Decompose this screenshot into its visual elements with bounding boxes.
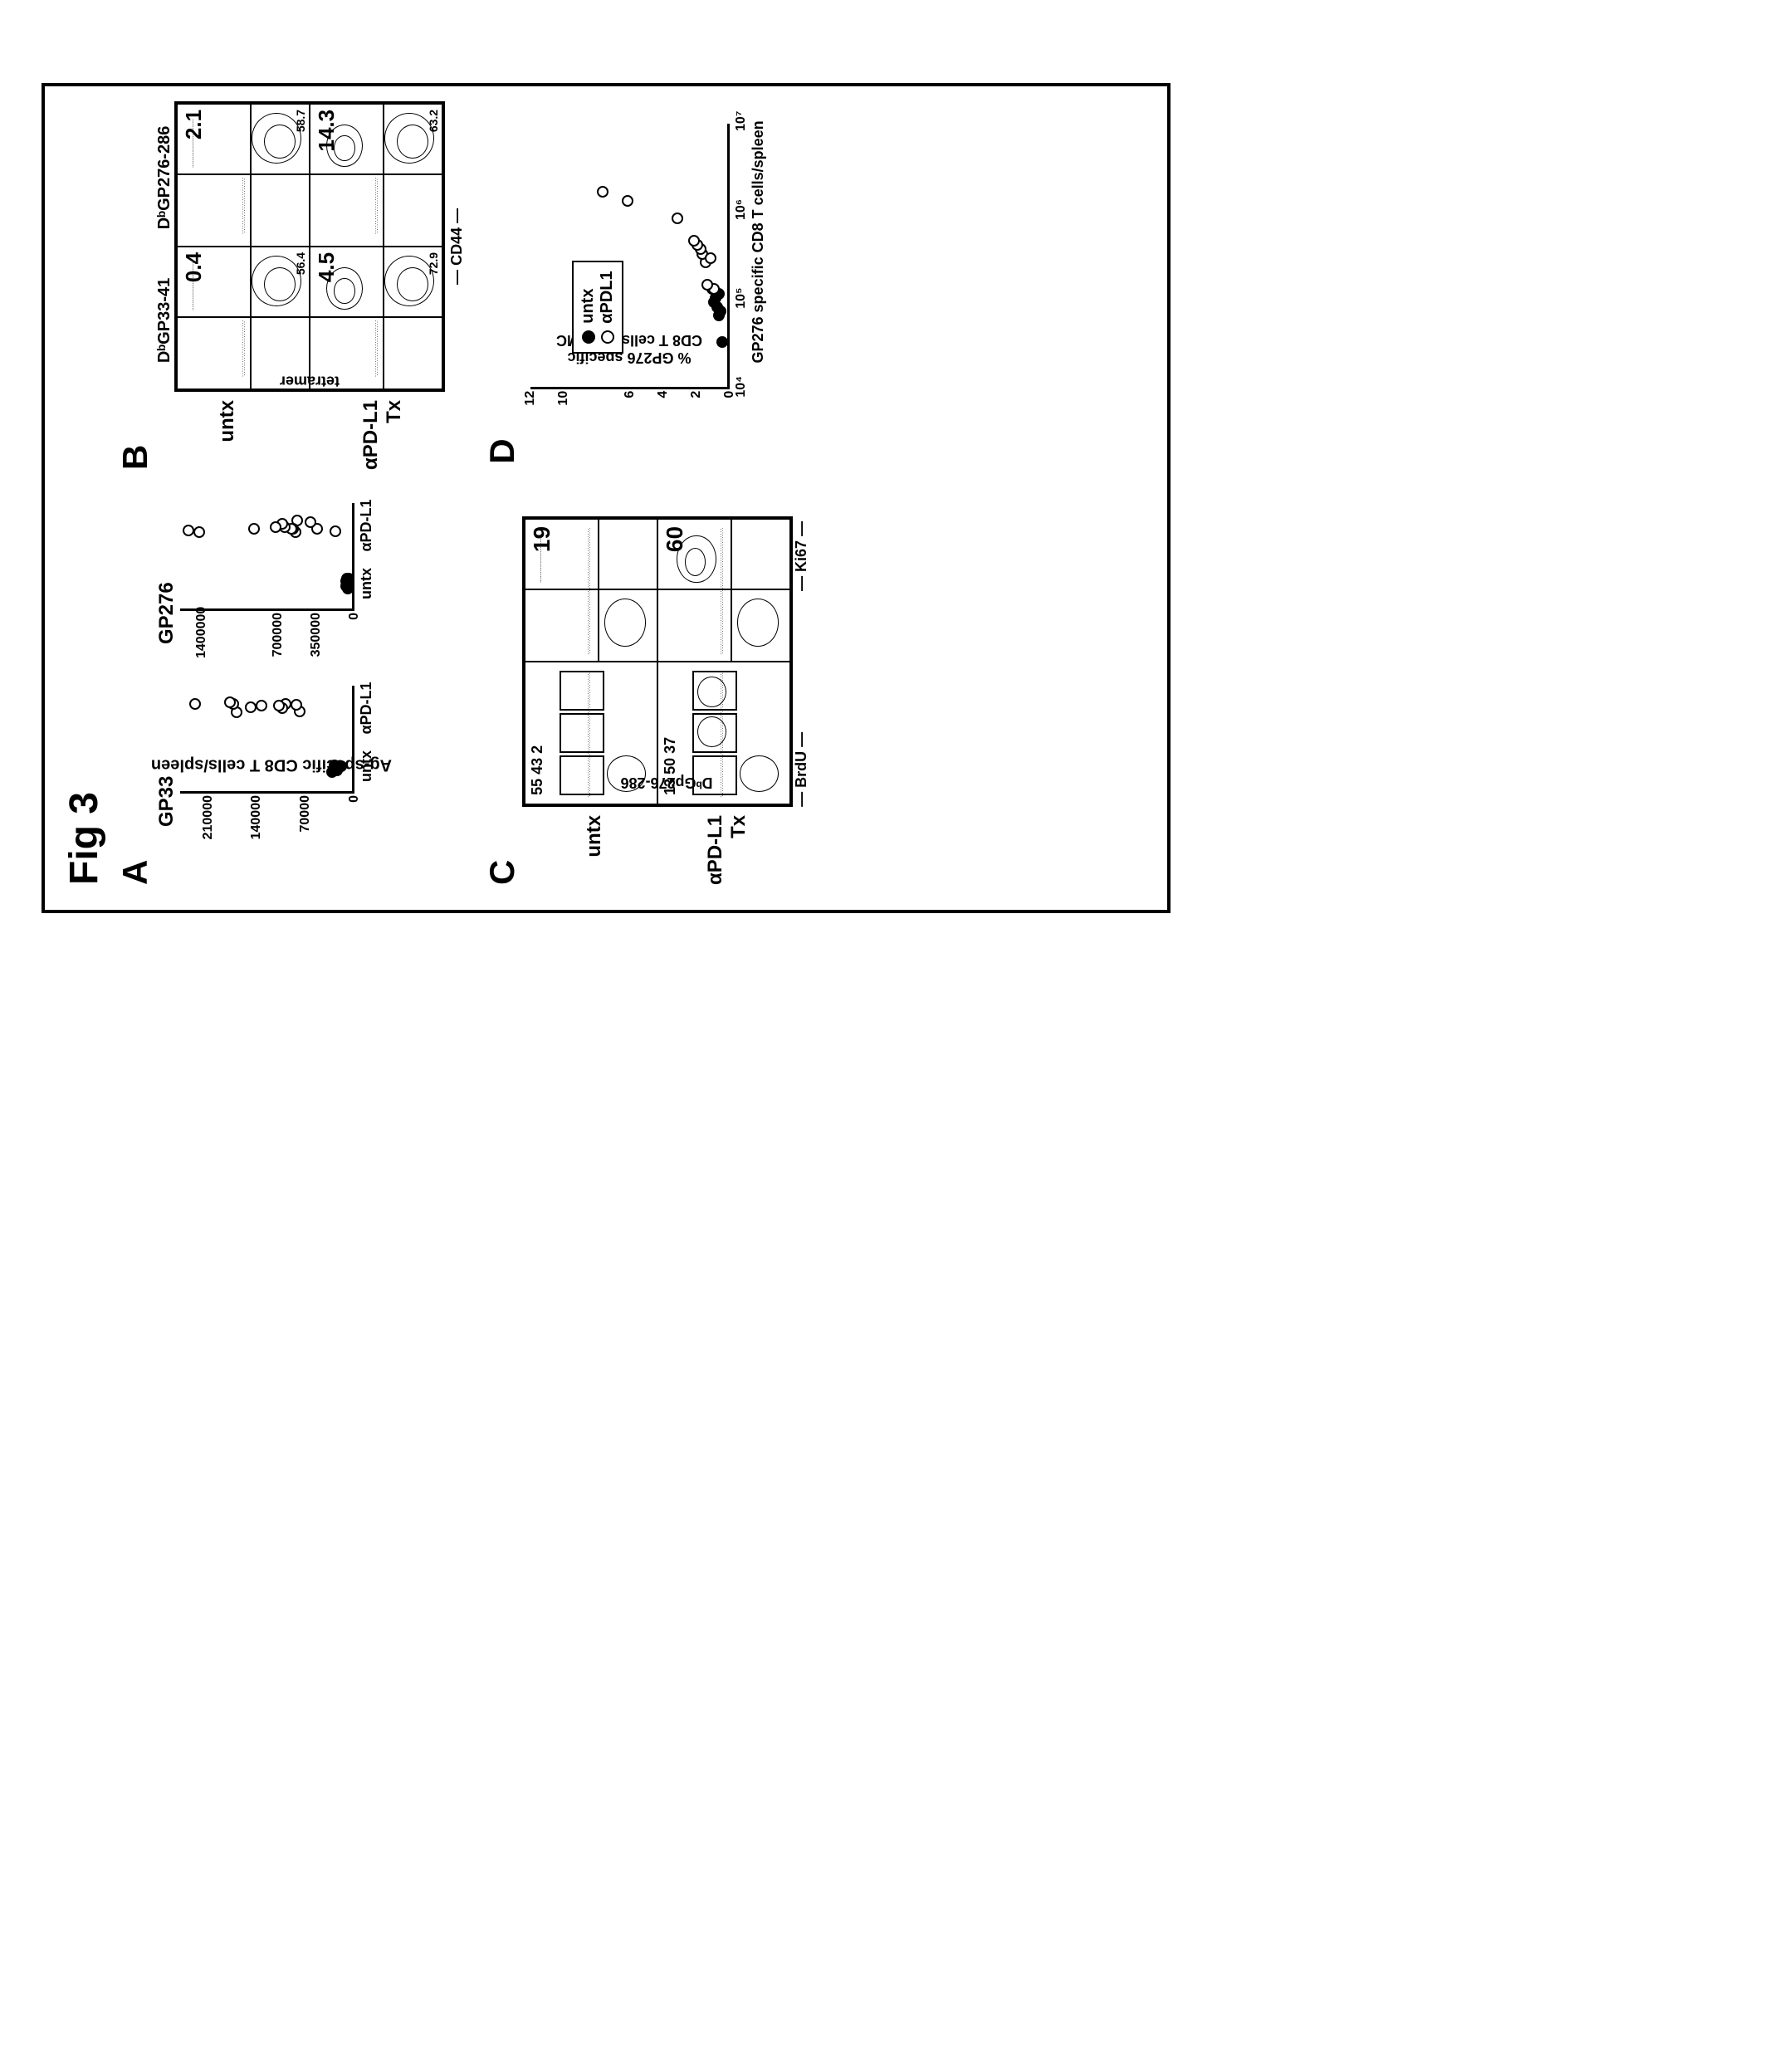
ytick: 140000 <box>249 795 264 841</box>
data-point <box>341 573 353 584</box>
data-point <box>291 699 302 711</box>
facs-cell: 14.3 63.2 ·.·.·.·.·.·.·.·.·.·.·.·.·.·.·.… <box>310 104 442 247</box>
ytick: 0 <box>347 613 362 658</box>
data-point <box>715 305 726 317</box>
gate-values: 13 50 37 <box>662 737 679 795</box>
ytick: 1400000 <box>194 613 209 658</box>
scatter-title: GP276 <box>155 503 178 661</box>
row-label-apdl1: αPD-L1 Tx <box>359 400 406 470</box>
panel-b-label: B <box>115 101 155 470</box>
xtick: 10⁵ <box>734 287 749 308</box>
row-label-untx: untx <box>583 815 606 885</box>
legend: untx αPDL1 <box>572 261 623 353</box>
ytick: 0 <box>347 795 362 841</box>
panel-d-xlabel: GP276 specific CD8 T cells/spleen <box>750 120 767 363</box>
row-label-untx: untx <box>216 400 239 470</box>
figure-title: Fig 3 <box>61 111 107 885</box>
panel-a-scatter-gp276: GP276 03500007000001400000untxαPD-L1 <box>155 503 388 661</box>
x-ki67: Ki67 <box>793 540 809 572</box>
ytick: 2 <box>689 391 704 416</box>
ytick: 4 <box>656 391 671 416</box>
panel-d: D % GP276 specific CD8 T cells in PBMC G… <box>482 111 810 464</box>
data-point <box>189 698 201 710</box>
ytick: 6 <box>623 391 638 416</box>
panel-a-label: A <box>115 503 155 885</box>
data-point <box>597 186 608 198</box>
xtick: untx <box>358 568 375 599</box>
data-point <box>256 700 267 711</box>
data-point <box>270 521 281 533</box>
legend-marker-open <box>601 330 614 344</box>
data-point <box>273 700 285 711</box>
xtick: 10⁷ <box>734 111 749 131</box>
legend-untx: untx <box>579 289 598 324</box>
data-point <box>716 336 728 348</box>
data-point <box>330 525 341 537</box>
facs-cell: 2.1 58.7 ·.·.·.·.·.·.·.·.·.·.·.·.·.·.·.·… <box>177 104 310 247</box>
scatter-title: GP33 <box>155 686 178 843</box>
legend-marker-filled <box>582 330 595 344</box>
facs-cell: 4.5 72.9 ·.·.·.·.·.·.·.·.·.·.·.·.·.·.·.·… <box>310 247 442 389</box>
xtick: 10⁴ <box>734 376 749 398</box>
legend-apdl1: αPDL1 <box>598 271 617 323</box>
data-point <box>701 279 713 291</box>
data-point <box>688 235 700 247</box>
panel-b: B untx αPD-L1 Tx DᵇGP33-41 DᵇGP276-286 t… <box>115 101 466 470</box>
ytick: 10 <box>556 391 571 416</box>
data-point <box>248 523 260 535</box>
facs-cell: ·.·.·.·.·.·.·.·.·.·.·.·.·.·.·.·.·.·.·.·.… <box>525 519 657 662</box>
xtick: αPD-L1 <box>358 499 375 551</box>
col-label-gp276: DᵇGP276-286 <box>155 106 174 249</box>
panel-a-scatter-gp33: GP33 070000140000210000untxαPD-L1 <box>155 686 388 843</box>
ytick: 700000 <box>271 613 286 658</box>
facs-cell: ·.·.·.·.·.·.·.·.·.·.·.·.·.·.·.·.·.·.·.·.… <box>525 662 657 804</box>
data-point <box>224 696 236 708</box>
panel-c: C untx αPD-L1 Tx DᵇGp276-286 ·.·.·.·.·.·… <box>482 497 810 885</box>
ytick: 350000 <box>309 613 324 658</box>
ytick: 210000 <box>201 795 216 841</box>
col-label-gp33: DᵇGP33-41 <box>155 249 174 392</box>
x-brdu: BrdU <box>793 751 809 788</box>
data-point <box>335 760 347 772</box>
ytick: 12 <box>523 391 538 416</box>
xtick: untx <box>358 750 375 782</box>
panel-d-label: D <box>482 111 522 464</box>
data-point <box>305 516 316 528</box>
panel-a: A Ag-specific CD8 T cells/spleen GP33 07… <box>115 503 466 885</box>
data-point <box>193 526 205 538</box>
facs-cell: ·.·.·.·.·.·.·.·.·.·.·.·.·.·.·.·.·.·.·.·.… <box>657 662 790 804</box>
panel-c-label: C <box>482 497 522 885</box>
ytick: 70000 <box>298 795 313 841</box>
data-point <box>622 195 633 207</box>
data-point <box>672 213 683 224</box>
data-point <box>705 252 716 264</box>
facs-cell: 0.4 56.4 ·.·.·.·.·.·.·.·.·.·.·.·.·.·.·.·… <box>177 247 310 389</box>
facs-cell: ·.·.·.·.·.·.·.·.·.·.·.·.·.·.·.·.·.·.·.·.… <box>657 519 790 662</box>
data-point <box>245 701 257 713</box>
gate-values: 55 43 2 <box>529 745 546 795</box>
row-label-apdl1: αPD-L1 Tx <box>704 815 750 885</box>
facs-x-axis: — CD44 — <box>448 101 466 392</box>
xtick: 10⁶ <box>734 199 749 220</box>
xtick: αPD-L1 <box>358 682 375 734</box>
data-point <box>183 525 194 536</box>
